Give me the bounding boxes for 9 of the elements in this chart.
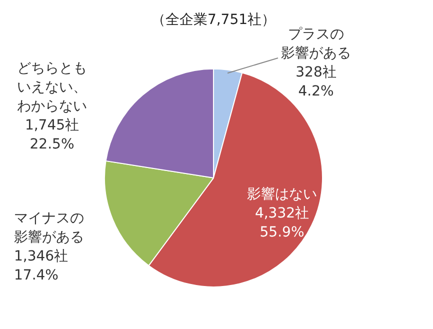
slice-label: プラスの影響がある	[281, 26, 351, 62]
data-label: 4,332社 55.9%	[254, 206, 310, 241]
data-label: 328社 4.2%	[296, 64, 336, 100]
data-label: 1,745社 22.5%	[24, 118, 80, 153]
slice-label: マイナスの影響がある	[14, 210, 84, 246]
slice-label: 影響はない	[247, 186, 317, 203]
slice-label: どちらともいえない、わからない	[17, 60, 87, 115]
data-label: 1,346社 17.4%	[14, 248, 68, 284]
chart-title: （全企業7,751社）	[151, 12, 276, 28]
